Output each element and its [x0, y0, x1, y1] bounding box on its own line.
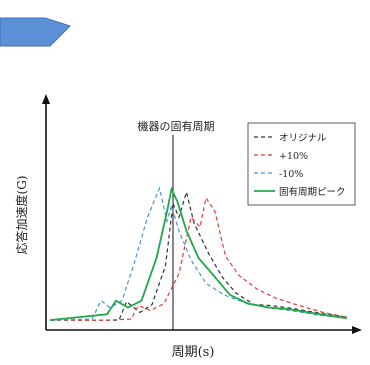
header-arrow-shape	[0, 17, 71, 47]
legend-label-1: +10%	[279, 151, 308, 162]
legend-label-2: -10%	[279, 169, 303, 180]
series-line-1	[50, 196, 348, 321]
natural-period-annotation: 機器の固有周期	[138, 119, 215, 133]
legend-label-3: 固有周期ピーク	[279, 186, 346, 198]
series-layer	[49, 186, 348, 321]
series-line-3	[49, 186, 348, 321]
legend-label-0: オリジナル	[279, 133, 327, 144]
x-axis-label: 周期(s)	[172, 345, 215, 360]
x-axis-arrowhead	[352, 326, 362, 334]
legend: オリジナル +10% -10% 固有周期ピーク	[247, 122, 356, 206]
series-line-2	[49, 186, 348, 321]
y-axis-arrowhead	[42, 94, 50, 104]
y-axis-label: 応答加速度(G)	[14, 176, 29, 255]
